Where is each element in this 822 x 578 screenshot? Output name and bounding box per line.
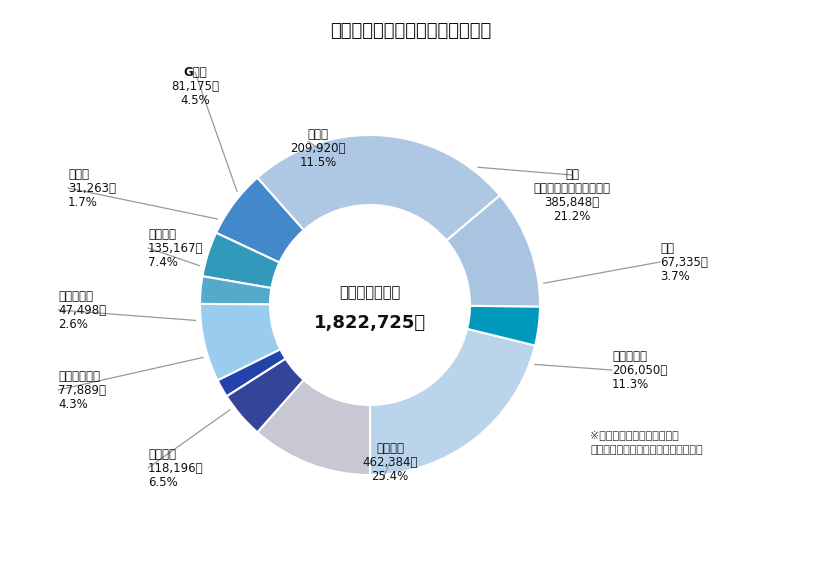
Wedge shape bbox=[257, 380, 370, 475]
Text: 外国人労働者数: 外国人労働者数 bbox=[339, 286, 400, 301]
Text: 118,196人: 118,196人 bbox=[148, 461, 204, 475]
Text: 135,167人: 135,167人 bbox=[148, 242, 204, 254]
Wedge shape bbox=[200, 304, 280, 380]
Text: 1,822,725人: 1,822,725人 bbox=[314, 314, 426, 332]
Wedge shape bbox=[216, 177, 303, 262]
Wedge shape bbox=[218, 349, 286, 397]
Wedge shape bbox=[202, 233, 279, 288]
Text: 4.5%: 4.5% bbox=[180, 94, 210, 106]
Text: ネパール: ネパール bbox=[148, 447, 176, 461]
Wedge shape bbox=[370, 329, 535, 475]
Text: 47,498人: 47,498人 bbox=[58, 303, 106, 317]
Text: 4.3%: 4.3% bbox=[58, 398, 88, 410]
Text: 11.3%: 11.3% bbox=[612, 377, 649, 391]
Text: その他: その他 bbox=[307, 128, 329, 140]
Text: ※円グラフの項目の順番は、
　別表１の項目（国籍）の順番に対応: ※円グラフの項目の順番は、 別表１の項目（国籍）の順番に対応 bbox=[590, 430, 703, 455]
Text: 25.4%: 25.4% bbox=[372, 469, 409, 483]
Wedge shape bbox=[446, 195, 540, 306]
Wedge shape bbox=[227, 359, 304, 432]
Text: 11.5%: 11.5% bbox=[299, 155, 337, 169]
Text: 中国: 中国 bbox=[565, 169, 579, 181]
Text: ブラジル: ブラジル bbox=[148, 228, 176, 240]
Text: ベトナム: ベトナム bbox=[376, 442, 404, 454]
Text: 韓国: 韓国 bbox=[660, 242, 674, 254]
Text: 6.5%: 6.5% bbox=[148, 476, 178, 488]
Wedge shape bbox=[467, 306, 540, 346]
Text: 7.4%: 7.4% bbox=[148, 255, 178, 269]
Wedge shape bbox=[257, 135, 500, 240]
Text: 209,920人: 209,920人 bbox=[290, 142, 346, 154]
Text: （香港、マカオを含む）: （香港、マカオを含む） bbox=[533, 183, 611, 195]
Text: 3.7%: 3.7% bbox=[660, 269, 690, 283]
Text: 206,050人: 206,050人 bbox=[612, 364, 667, 376]
Text: 81,175人: 81,175人 bbox=[171, 80, 219, 92]
Text: 2.6%: 2.6% bbox=[58, 317, 88, 331]
Text: 21.2%: 21.2% bbox=[553, 210, 591, 224]
Text: 77,889人: 77,889人 bbox=[58, 383, 106, 397]
Text: ミャンマー: ミャンマー bbox=[58, 290, 93, 302]
Text: 462,384人: 462,384人 bbox=[363, 455, 418, 469]
Text: ペルー: ペルー bbox=[68, 168, 89, 180]
Text: フィリピン: フィリピン bbox=[612, 350, 647, 362]
Text: インドネシア: インドネシア bbox=[58, 369, 100, 383]
Text: 385,848人: 385,848人 bbox=[544, 197, 599, 209]
Text: 図３　国籍別外国人労働者の割合: 図３ 国籍別外国人労働者の割合 bbox=[330, 22, 492, 40]
Wedge shape bbox=[200, 276, 271, 305]
Text: 31,263人: 31,263人 bbox=[68, 181, 116, 195]
Text: 1.7%: 1.7% bbox=[68, 195, 98, 209]
Text: 67,335人: 67,335人 bbox=[660, 255, 708, 269]
Text: G７等: G７等 bbox=[183, 65, 207, 79]
